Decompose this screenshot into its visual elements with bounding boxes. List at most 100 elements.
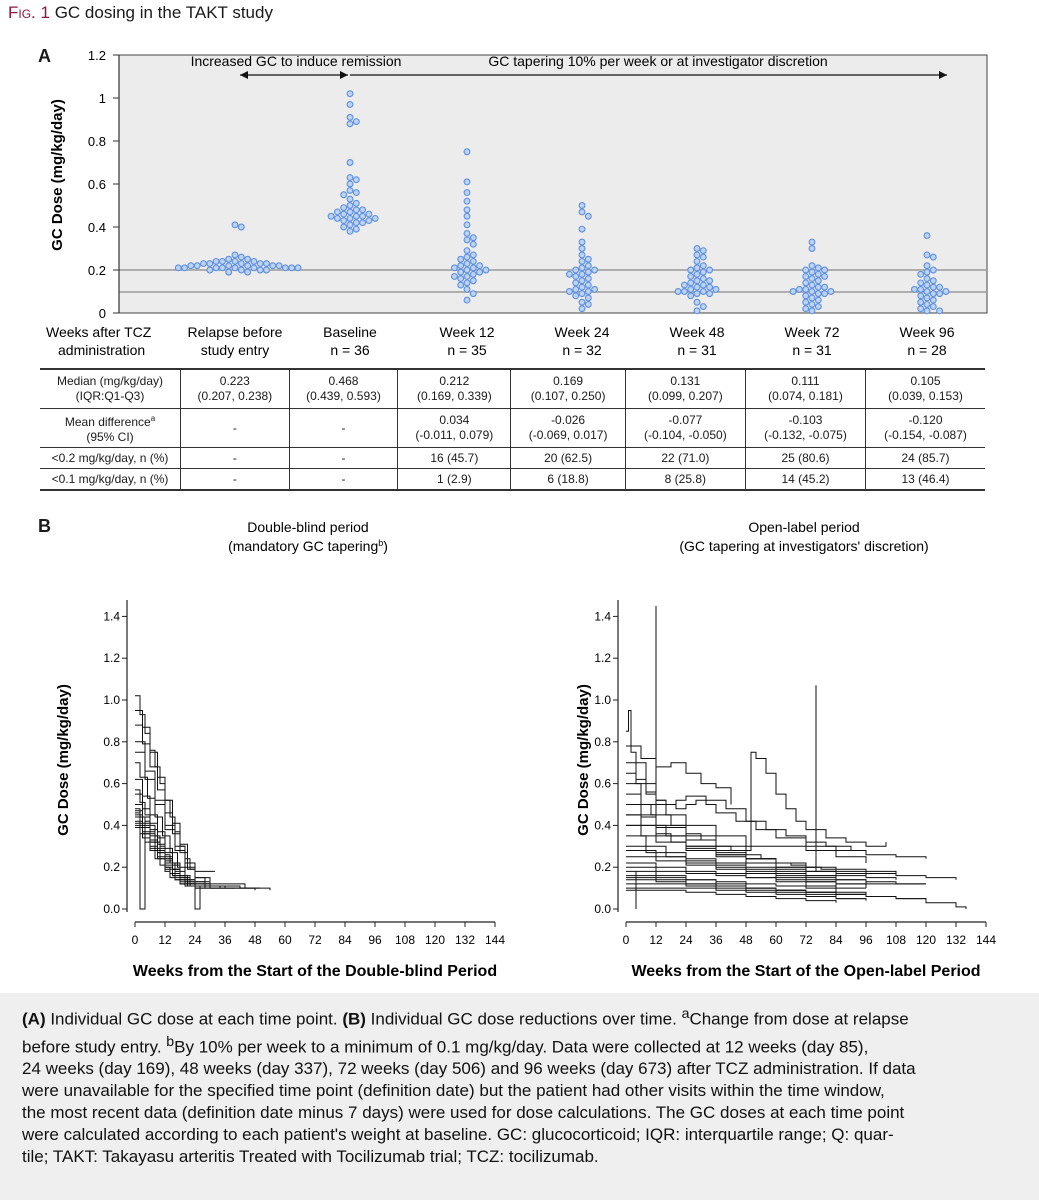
panel-a-y-tick-label: 0 xyxy=(99,306,106,321)
data-point xyxy=(942,288,950,295)
data-point xyxy=(802,292,810,300)
data-point xyxy=(327,212,335,220)
data-point xyxy=(231,221,239,229)
data-point xyxy=(457,255,465,263)
data-point xyxy=(225,262,233,270)
data-point xyxy=(674,288,682,295)
open-label-series-line xyxy=(626,814,897,874)
double-blind-x-tick-label: 96 xyxy=(368,933,382,947)
data-point xyxy=(463,178,471,186)
open-label-x-tick-label: 60 xyxy=(769,933,783,947)
data-point xyxy=(693,245,701,252)
timepoint-sublabel: study entry xyxy=(201,342,269,358)
double-blind-x-tick-label: 108 xyxy=(395,933,415,947)
timepoint-label: Week 24 xyxy=(555,324,610,340)
open-label-series-line xyxy=(626,875,867,897)
statistics-table: Median (mg/kg/day) (IQR:Q1-Q3) 0.223 (0.207… xyxy=(40,368,985,491)
data-point xyxy=(699,275,707,283)
data-point xyxy=(237,260,245,267)
data-point xyxy=(250,264,258,272)
data-point xyxy=(218,257,226,265)
open-label-series-line xyxy=(626,745,732,805)
double-blind-y-tick-label: 1.0 xyxy=(103,693,120,707)
data-point xyxy=(802,273,810,280)
data-point xyxy=(578,257,586,265)
data-point xyxy=(346,227,354,235)
data-point xyxy=(244,268,252,276)
data-point xyxy=(699,268,707,276)
data-point xyxy=(463,236,471,244)
data-point xyxy=(929,277,937,285)
open-label-y-tick-label: 1.0 xyxy=(594,693,611,707)
data-point xyxy=(463,247,471,255)
left-period-title: Double-blind period xyxy=(247,519,368,535)
data-point xyxy=(936,307,944,315)
double-blind-y-tick-label: 1.2 xyxy=(103,651,120,665)
data-point xyxy=(936,290,944,298)
remission-arrow-label: Increased GC to induce remission xyxy=(191,53,402,69)
data-point xyxy=(578,270,586,278)
data-point xyxy=(699,288,707,295)
data-point xyxy=(463,260,471,267)
timepoint-label: Relapse before xyxy=(188,324,283,340)
data-point xyxy=(917,298,925,306)
data-point xyxy=(814,296,822,304)
table-cell: 20 (62.5) xyxy=(510,447,626,469)
panel-a-y-tick-label: 0.8 xyxy=(88,134,106,149)
data-point xyxy=(269,262,277,270)
timepoint-sublabel: n = 28 xyxy=(907,342,947,358)
timepoint-label: Week 72 xyxy=(785,324,840,340)
table-cell: 0.468 (0.439, 0.593) xyxy=(288,368,398,409)
data-point xyxy=(352,118,360,126)
data-point xyxy=(463,296,471,304)
data-point xyxy=(795,285,803,293)
open-label-series-line xyxy=(626,889,837,903)
data-point xyxy=(352,219,360,227)
data-point xyxy=(250,257,258,265)
open-label-series-line xyxy=(626,866,926,885)
open-label-y-tick-label: 0.4 xyxy=(594,818,611,832)
open-label-series-line xyxy=(626,804,837,876)
open-label-y-tick-label: 1.4 xyxy=(594,609,611,623)
timepoint-label: Baseline xyxy=(323,324,377,340)
data-point xyxy=(814,264,822,272)
panel-a-y-axis-label: GC Dose (mg/kg/day) xyxy=(49,99,66,251)
data-point xyxy=(693,277,701,285)
data-point xyxy=(706,277,714,285)
data-point xyxy=(693,264,701,272)
data-point xyxy=(346,120,354,128)
figure-caption: (A) Individual GC dose at each time poin… xyxy=(0,993,1039,1200)
open-label-x-tick-label: 120 xyxy=(916,933,936,947)
weeks-row-label-1: Weeks after TCZ xyxy=(46,324,152,340)
data-point xyxy=(346,90,354,98)
data-point xyxy=(340,204,348,212)
data-point xyxy=(821,290,829,298)
open-label-y-tick-label: 0.2 xyxy=(594,860,611,874)
panel-a-x-labels: Relapse before study entry Baseline n = 36 W… xyxy=(188,324,955,358)
table-cell: 0.105 (0.039, 0.153) xyxy=(865,368,985,409)
data-point xyxy=(923,288,931,295)
data-point xyxy=(929,283,937,291)
data-point xyxy=(917,270,925,278)
data-point xyxy=(565,270,573,278)
data-point xyxy=(578,251,586,259)
double-blind-series-line xyxy=(135,741,215,872)
data-point xyxy=(463,221,471,229)
data-point xyxy=(699,253,707,261)
data-point xyxy=(256,260,264,267)
table-cell: - xyxy=(288,447,398,469)
data-point xyxy=(929,303,937,310)
data-point xyxy=(463,189,471,197)
timepoint-sublabel: n = 32 xyxy=(562,342,602,358)
panel-a-y-tick-label: 0.6 xyxy=(88,177,106,192)
data-point xyxy=(463,197,471,205)
data-point xyxy=(808,300,816,308)
table-row: Median (mg/kg/day) (IQR:Q1-Q3) 0.223 (0.207… xyxy=(40,368,985,409)
data-point xyxy=(463,253,471,261)
data-point xyxy=(333,208,341,216)
timepoint-label: Week 96 xyxy=(900,324,955,340)
data-point xyxy=(352,225,360,233)
open-label-y-tick-label: 0.0 xyxy=(594,902,611,916)
data-point xyxy=(333,214,341,222)
left-period-subtitle: (mandatory GC taperingb) xyxy=(228,538,388,554)
